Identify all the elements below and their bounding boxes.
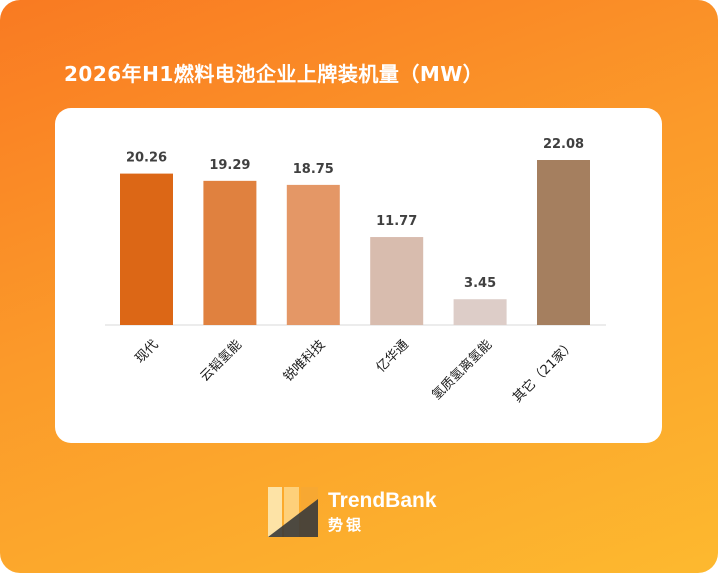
bar-value-label-3: 11.77 <box>376 214 417 229</box>
bar-value-label-5: 22.08 <box>543 137 584 152</box>
bar-value-label-4: 3.45 <box>464 276 496 291</box>
category-label-1: 云韬氢能 <box>198 337 245 384</box>
bar-value-label-2: 18.75 <box>293 162 334 177</box>
category-label-5: 其它（21家） <box>510 337 579 406</box>
bar-5 <box>537 160 590 325</box>
trendbank-logo-icon <box>268 487 318 537</box>
chart-title: 2026年H1燃料电池企业上牌装机量（MW） <box>64 62 484 86</box>
brand-name-cn: 势银 <box>328 516 365 534</box>
category-label-2: 锐唯科技 <box>281 337 328 384</box>
category-label-4: 氢质氢离氢能 <box>429 337 495 403</box>
bar-0 <box>120 173 173 325</box>
category-label-0: 现代 <box>133 337 162 366</box>
bar-1 <box>203 180 257 325</box>
bar-value-label-1: 19.29 <box>209 158 250 173</box>
chart-card: 20.26 现代 19.29 云韬氢能 18.75 锐唯科技 11.77 亿华通 3.45 氢质氢… <box>55 108 662 443</box>
category-label-3: 亿华通 <box>374 337 412 375</box>
bar-3 <box>370 237 424 325</box>
bar-chart: 20.26 现代 19.29 云韬氢能 18.75 锐唯科技 11.77 亿华通 3.45 氢质氢… <box>105 137 606 406</box>
bar-2 <box>286 184 340 325</box>
bar-4 <box>453 299 507 325</box>
brand-logo: TrendBank 势银 <box>268 487 468 539</box>
bar-value-label-0: 20.26 <box>126 151 167 166</box>
brand-name-en: TrendBank <box>328 489 437 512</box>
